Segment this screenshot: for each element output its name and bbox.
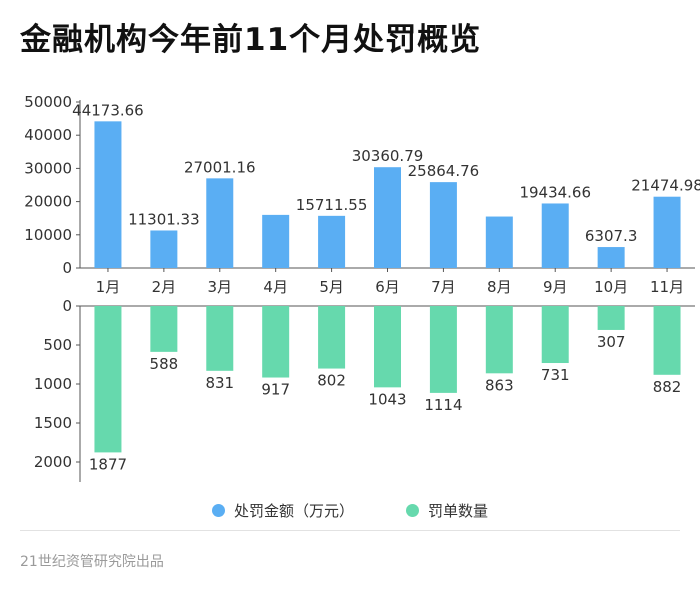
bar-count bbox=[597, 306, 625, 330]
y-tick-label: 50000 bbox=[24, 93, 72, 111]
legend-dot-icon bbox=[406, 504, 419, 517]
data-label-amount: 30360.79 bbox=[352, 147, 424, 165]
data-label-amount: 19434.66 bbox=[519, 183, 591, 201]
bar-count bbox=[374, 306, 401, 388]
y-tick-label: 1000 bbox=[34, 375, 72, 393]
bar-count bbox=[541, 306, 569, 364]
data-label-amount: 11301.33 bbox=[128, 210, 200, 228]
bar-count bbox=[429, 306, 457, 393]
data-label-count: 917 bbox=[261, 381, 290, 399]
bar-amount bbox=[541, 203, 569, 268]
category-label: 9月 bbox=[543, 278, 568, 296]
legend: 处罚金额（万元） 罚单数量 bbox=[0, 500, 700, 521]
data-label-amount: 6307.3 bbox=[585, 227, 638, 245]
category-label: 3月 bbox=[207, 278, 232, 296]
data-label-count: 831 bbox=[205, 374, 234, 392]
divider bbox=[20, 530, 680, 531]
data-label-amount: 27001.16 bbox=[184, 158, 256, 176]
data-label-amount: 25864.76 bbox=[408, 162, 480, 180]
source-credit: 21世纪资管研究院出品 bbox=[20, 554, 164, 570]
legend-dot-icon bbox=[211, 504, 225, 517]
data-label-count: 863 bbox=[485, 376, 514, 394]
data-label-count: 588 bbox=[150, 355, 179, 373]
category-label: 4月 bbox=[263, 278, 288, 296]
data-label-count: 307 bbox=[597, 333, 626, 351]
bar-count bbox=[150, 306, 178, 352]
category-label: 7月 bbox=[431, 278, 456, 296]
legend-label-count: 罚单数量 bbox=[428, 502, 489, 520]
y-tick-label: 0 bbox=[62, 259, 72, 277]
bar-amount bbox=[318, 215, 346, 268]
category-label: 6月 bbox=[375, 278, 400, 296]
bar-count bbox=[206, 306, 234, 371]
bar-amount bbox=[94, 121, 122, 269]
data-label-count: 1043 bbox=[368, 390, 406, 408]
category-label: 5月 bbox=[319, 278, 344, 296]
data-label-count: 1114 bbox=[424, 396, 462, 414]
category-label: 2月 bbox=[152, 278, 177, 296]
category-label: 1月 bbox=[96, 278, 121, 296]
category-label: 11月 bbox=[650, 278, 684, 296]
chart-area: 0 10000 20000 30000 40000 50000 0 500 1000 1500 20… bbox=[24, 93, 700, 482]
bar-amount bbox=[262, 214, 290, 268]
category-label: 10月 bbox=[594, 278, 628, 296]
bar-amount bbox=[429, 182, 457, 268]
bar-amount bbox=[150, 230, 178, 268]
bar-amount bbox=[597, 247, 625, 268]
data-label-amount: 44173.66 bbox=[72, 101, 144, 119]
y-tick-label: 1500 bbox=[34, 414, 72, 432]
y-tick-label: 30000 bbox=[24, 159, 72, 177]
legend-label-amount: 处罚金额（万元） bbox=[233, 502, 354, 520]
legend-item-amount[interactable]: 处罚金额（万元） bbox=[211, 500, 354, 521]
y-tick-label: 0 bbox=[62, 297, 72, 315]
data-label-amount: 21474.98 bbox=[631, 177, 700, 195]
legend-item-count[interactable]: 罚单数量 bbox=[406, 500, 488, 521]
bar-amount bbox=[374, 167, 401, 268]
bar-count bbox=[262, 306, 290, 378]
data-label-count: 1877 bbox=[89, 455, 127, 473]
data-label-count: 731 bbox=[541, 366, 570, 384]
bar-amount bbox=[485, 216, 513, 268]
data-label-amount: 15711.55 bbox=[296, 196, 368, 214]
bar-count bbox=[94, 306, 122, 453]
data-label-count: 882 bbox=[653, 378, 682, 396]
y-tick-label: 500 bbox=[43, 336, 72, 354]
bar-count bbox=[485, 306, 513, 374]
y-tick-label: 10000 bbox=[24, 226, 72, 244]
category-label: 8月 bbox=[487, 278, 512, 296]
y-tick-label: 20000 bbox=[24, 193, 72, 211]
chart-title: 金融机构今年前11个月处罚概览 bbox=[20, 22, 482, 58]
bar-amount bbox=[206, 178, 234, 268]
y-tick-label: 40000 bbox=[24, 126, 72, 144]
y-tick-label: 2000 bbox=[34, 453, 72, 471]
bar-amount bbox=[653, 196, 681, 268]
data-label-count: 802 bbox=[317, 372, 346, 390]
bar-count bbox=[318, 306, 346, 369]
bar-count bbox=[653, 306, 681, 375]
